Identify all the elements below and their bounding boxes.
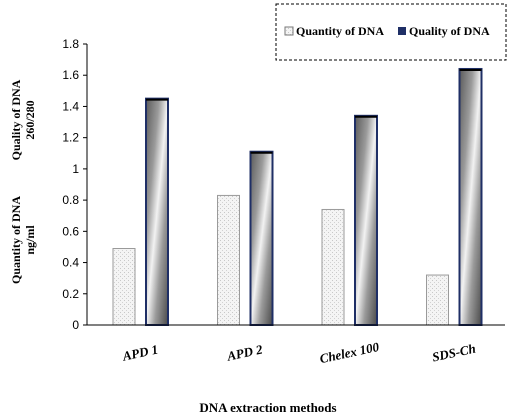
x-tick-label: APD 1	[120, 342, 159, 364]
bar-quality-1	[145, 97, 169, 326]
x-tick-label: APD 2	[225, 341, 265, 363]
y-axis-title-quality-line1: Quality of DNA	[9, 79, 23, 160]
x-tick-label: Chelex 100	[318, 339, 381, 366]
bar-quality-3	[354, 114, 378, 326]
y-axis-title-quantity-line1: Quantity of DNA	[9, 196, 23, 284]
y-tick-label: 0.6	[62, 224, 79, 238]
y-axis-title-quantity-line2: ng/ml	[23, 225, 37, 255]
legend-swatch-quality	[398, 27, 406, 35]
y-tick-label: 1	[72, 162, 79, 176]
bar-quality-2	[249, 150, 274, 326]
bar-quantity-4	[426, 274, 449, 326]
x-axis-title: DNA extraction methods	[199, 400, 336, 415]
x-axis-category-labels: APD 1 APD 2 Chelex 100 SDS-Ch	[120, 339, 477, 366]
bar-quality-4	[458, 67, 483, 326]
y-tick-label: 0.4	[62, 256, 79, 270]
y-tick-label: 1.6	[62, 68, 79, 82]
legend-label-quantity: Quantity of DNA	[296, 24, 384, 38]
y-tick-label: 1.4	[62, 99, 79, 113]
y-tick-label: 1.8	[62, 37, 79, 51]
legend-box	[275, 3, 507, 61]
bar-quantity-1	[112, 248, 136, 326]
y-tick-label: 0.2	[62, 287, 79, 301]
bars	[112, 67, 483, 326]
legend-swatch-quantity	[284, 26, 294, 36]
y-axis-ticks: 0 0.2 0.4 0.6 0.8 1 1.2 1.4 1.6 1.8	[62, 37, 87, 332]
legend: Quantity of DNA Quality of DNA	[275, 3, 507, 61]
bar-quantity-3	[321, 208, 345, 326]
y-axis-title-quality-line2: 260/280	[23, 100, 37, 139]
legend-label-quality: Quality of DNA	[409, 24, 490, 38]
y-tick-label: 1.2	[62, 131, 79, 145]
y-tick-label: 0	[72, 318, 79, 332]
bar-quantity-2	[217, 194, 240, 326]
x-tick-label: SDS-Ch	[431, 341, 477, 365]
y-tick-label: 0.8	[62, 193, 79, 207]
